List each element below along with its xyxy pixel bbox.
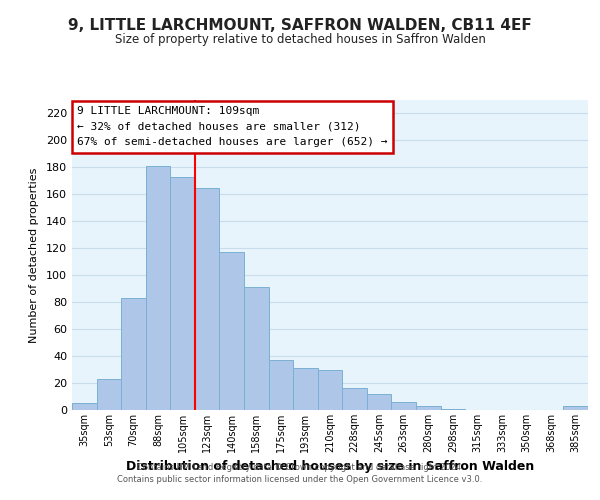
Text: 9 LITTLE LARCHMOUNT: 109sqm
← 32% of detached houses are smaller (312)
67% of se: 9 LITTLE LARCHMOUNT: 109sqm ← 32% of det… xyxy=(77,106,388,148)
Bar xyxy=(220,252,244,410)
Bar xyxy=(244,288,269,410)
Bar xyxy=(170,177,195,410)
X-axis label: Distribution of detached houses by size in Saffron Walden: Distribution of detached houses by size … xyxy=(126,460,534,473)
Bar xyxy=(342,388,367,410)
Bar xyxy=(72,404,97,410)
Bar xyxy=(367,394,391,410)
Y-axis label: Number of detached properties: Number of detached properties xyxy=(29,168,39,342)
Bar xyxy=(563,406,588,410)
Bar xyxy=(440,408,465,410)
Text: 9, LITTLE LARCHMOUNT, SAFFRON WALDEN, CB11 4EF: 9, LITTLE LARCHMOUNT, SAFFRON WALDEN, CB… xyxy=(68,18,532,32)
Bar xyxy=(391,402,416,410)
Bar xyxy=(146,166,170,410)
Text: Contains public sector information licensed under the Open Government Licence v3: Contains public sector information licen… xyxy=(118,475,482,484)
Bar xyxy=(269,360,293,410)
Bar xyxy=(195,188,220,410)
Bar xyxy=(318,370,342,410)
Text: Size of property relative to detached houses in Saffron Walden: Size of property relative to detached ho… xyxy=(115,32,485,46)
Text: Contains HM Land Registry data © Crown copyright and database right 2024.: Contains HM Land Registry data © Crown c… xyxy=(137,464,463,472)
Bar xyxy=(97,379,121,410)
Bar xyxy=(293,368,318,410)
Bar xyxy=(121,298,146,410)
Bar xyxy=(416,406,440,410)
